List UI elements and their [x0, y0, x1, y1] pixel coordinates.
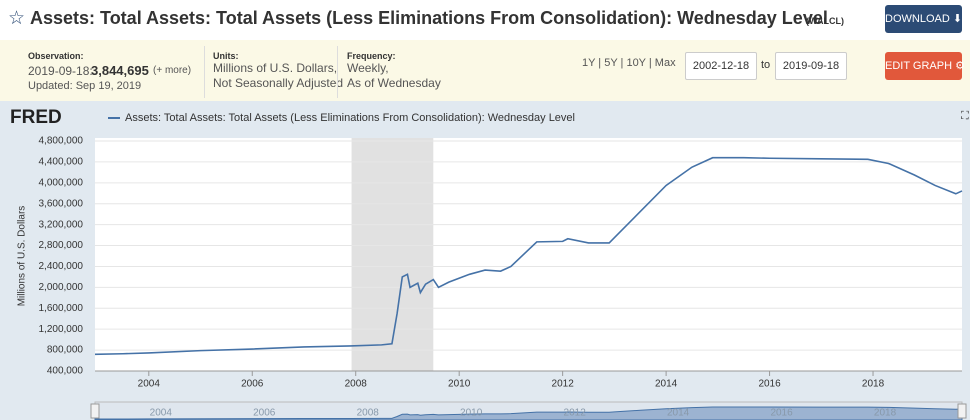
y-tick-label: 4,400,000	[39, 157, 84, 168]
y-tick-label: 4,800,000	[39, 136, 84, 147]
meta-bar: Observation: 2019-09-18: 3,844,695 (+ mo…	[0, 40, 970, 101]
fred-logo: FRED	[10, 107, 62, 128]
x-tick-label: 2014	[655, 379, 678, 390]
x-tick-label: 2006	[241, 379, 264, 390]
observation-value: 3,844,695	[91, 63, 149, 78]
plot-area	[95, 138, 962, 371]
end-date-input[interactable]: 2019-09-18	[775, 52, 847, 80]
data-line	[94, 156, 963, 356]
x-tick-label: 2010	[448, 379, 471, 390]
x-tick-label: 2004	[138, 379, 161, 390]
navigator-label: 2012	[564, 408, 587, 419]
y-tick-label: 800,000	[47, 345, 84, 356]
divider	[337, 46, 338, 98]
y-tick-label: 2,800,000	[39, 240, 84, 251]
x-tick-label: 2012	[552, 379, 575, 390]
more-link[interactable]: (+ more)	[153, 65, 192, 76]
frequency-label: Frequency:	[347, 51, 396, 61]
y-tick-label: 2,000,000	[39, 282, 84, 293]
navigator-label: 2008	[357, 408, 380, 419]
frequency-2: As of Wednesday	[347, 76, 441, 90]
star-icon[interactable]: ☆	[8, 8, 26, 29]
units-1: Millions of U.S. Dollars,	[213, 61, 338, 75]
navigator-handle[interactable]	[90, 403, 100, 419]
navigator-handle[interactable]	[957, 403, 967, 419]
frequency-1: Weekly,	[347, 61, 389, 75]
start-date: 2002-12-18	[692, 60, 750, 72]
y-tick-label: 1,600,000	[39, 303, 84, 314]
range-links[interactable]: 1Y | 5Y | 10Y | Max	[582, 57, 676, 69]
observation-label: Observation:	[28, 51, 84, 61]
navigator-label: 2004	[150, 408, 173, 419]
end-date: 2019-09-18	[782, 60, 840, 72]
navigator-label: 2018	[874, 408, 897, 419]
y-axis-label: Millions of U.S. Dollars	[17, 206, 28, 307]
recession-shading	[351, 138, 434, 371]
download-button[interactable]: DOWNLOAD ⬇	[885, 5, 962, 33]
series-title: Assets: Total Assets: Total Assets (Less…	[30, 8, 828, 28]
x-tick-label: 2018	[862, 379, 885, 390]
y-tick-label: 2,400,000	[39, 261, 84, 272]
navigator-label: 2010	[460, 408, 483, 419]
updated: Updated: Sep 19, 2019	[28, 80, 142, 92]
divider	[204, 46, 205, 98]
x-tick-label: 2008	[345, 379, 368, 390]
navigator-label: 2016	[770, 408, 793, 419]
x-tick-label: 2016	[758, 379, 781, 390]
units-label: Units:	[213, 51, 239, 61]
edit-graph-text: EDIT GRAPH	[885, 60, 953, 72]
chart: FRED ⛶ Assets: Total Assets: Total Asset…	[0, 101, 970, 420]
y-tick-label: 400,000	[47, 366, 84, 377]
navigator-label: 2014	[667, 408, 690, 419]
series-id: (WALCL)	[806, 16, 844, 26]
observation-date: 2019-09-18:	[28, 64, 93, 78]
legend-label: Assets: Total Assets: Total Assets (Less…	[125, 112, 575, 124]
start-date-input[interactable]: 2002-12-18	[685, 52, 757, 80]
fullscreen-icon[interactable]: ⛶	[961, 110, 969, 122]
to-label: to	[761, 59, 771, 71]
download-text: DOWNLOAD	[885, 13, 950, 25]
navigator-label: 2006	[253, 408, 276, 419]
y-tick-label: 3,600,000	[39, 198, 84, 209]
units-2: Not Seasonally Adjusted	[213, 76, 344, 90]
edit-graph-button[interactable]: EDIT GRAPH ⚙	[885, 52, 965, 80]
y-tick-label: 3,200,000	[39, 219, 84, 230]
y-tick-label: 4,000,000	[39, 177, 84, 188]
navigator-area	[94, 406, 963, 420]
y-tick-label: 1,200,000	[39, 324, 84, 335]
title-bar: ☆ Assets: Total Assets: Total Assets (Le…	[0, 0, 970, 40]
